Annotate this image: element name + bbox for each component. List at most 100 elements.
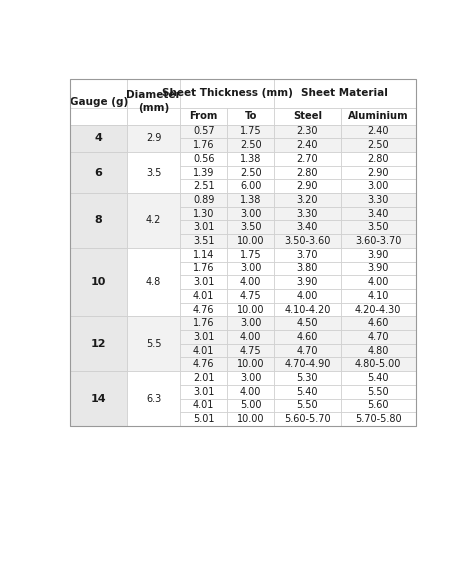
Text: 1.30: 1.30 xyxy=(193,209,214,219)
Text: Sheet Thickness (mm): Sheet Thickness (mm) xyxy=(162,89,292,98)
Bar xyxy=(70,193,127,248)
Text: 3.90: 3.90 xyxy=(297,277,318,287)
Bar xyxy=(274,193,341,207)
Bar xyxy=(341,275,416,289)
Bar xyxy=(341,316,416,330)
Bar xyxy=(341,303,416,316)
Bar xyxy=(341,166,416,179)
Text: 5.60: 5.60 xyxy=(367,400,389,411)
Bar xyxy=(341,221,416,234)
Bar xyxy=(274,262,341,275)
Bar xyxy=(227,385,274,399)
Bar xyxy=(180,125,227,138)
Bar xyxy=(274,371,341,385)
Text: 3.80: 3.80 xyxy=(297,263,318,274)
Bar xyxy=(274,166,341,179)
Bar xyxy=(274,358,341,371)
Bar xyxy=(341,152,416,166)
Bar xyxy=(180,412,227,426)
Bar xyxy=(274,316,341,330)
Bar xyxy=(227,166,274,179)
Text: 1.76: 1.76 xyxy=(193,140,214,150)
Bar xyxy=(180,221,227,234)
Text: 0.89: 0.89 xyxy=(193,195,214,205)
Bar xyxy=(274,234,341,248)
Text: 5.50: 5.50 xyxy=(367,387,389,396)
Bar xyxy=(274,385,341,399)
Text: 4: 4 xyxy=(95,133,102,143)
Bar xyxy=(227,399,274,412)
Bar xyxy=(127,125,180,152)
Bar xyxy=(127,193,180,248)
Bar xyxy=(274,207,341,221)
Bar xyxy=(70,371,127,426)
Text: Aluminium: Aluminium xyxy=(348,111,409,121)
Text: 3.00: 3.00 xyxy=(367,181,389,191)
Bar xyxy=(341,207,416,221)
Bar xyxy=(127,248,180,316)
Bar xyxy=(70,248,127,316)
Text: 0.56: 0.56 xyxy=(193,154,214,164)
Bar xyxy=(227,412,274,426)
Text: 3.01: 3.01 xyxy=(193,332,214,342)
Text: 0.57: 0.57 xyxy=(193,126,215,136)
Text: 3.90: 3.90 xyxy=(367,250,389,259)
Bar xyxy=(227,303,274,316)
Bar xyxy=(227,179,274,193)
Text: 4.10: 4.10 xyxy=(367,291,389,301)
Bar xyxy=(227,289,274,303)
Bar xyxy=(274,399,341,412)
Text: 4.00: 4.00 xyxy=(367,277,389,287)
Text: Diameter
(mm): Diameter (mm) xyxy=(127,90,181,113)
Bar xyxy=(70,108,127,125)
Bar xyxy=(341,358,416,371)
Bar xyxy=(227,138,274,152)
Bar xyxy=(227,275,274,289)
Bar xyxy=(341,412,416,426)
Text: 2.9: 2.9 xyxy=(146,133,161,143)
Text: 3.60-3.70: 3.60-3.70 xyxy=(355,236,401,246)
Bar xyxy=(227,262,274,275)
Text: 4.76: 4.76 xyxy=(193,305,214,315)
Bar xyxy=(227,234,274,248)
Text: 3.00: 3.00 xyxy=(240,318,261,328)
Text: 4.50: 4.50 xyxy=(297,318,318,328)
Bar xyxy=(180,166,227,179)
Text: 2.80: 2.80 xyxy=(297,168,318,178)
Bar xyxy=(274,152,341,166)
Text: 1.39: 1.39 xyxy=(193,168,214,178)
Bar xyxy=(180,108,227,125)
Text: 2.50: 2.50 xyxy=(240,168,261,178)
Bar xyxy=(127,316,180,371)
Text: 3.50: 3.50 xyxy=(240,222,261,232)
Text: 4.70-4.90: 4.70-4.90 xyxy=(284,359,330,369)
Text: 5.30: 5.30 xyxy=(297,373,318,383)
Bar xyxy=(341,108,416,125)
Text: 4.75: 4.75 xyxy=(240,346,261,356)
Text: 14: 14 xyxy=(91,394,107,404)
Bar xyxy=(341,344,416,358)
Bar xyxy=(180,358,227,371)
Text: 6.3: 6.3 xyxy=(146,394,161,404)
Bar xyxy=(274,412,341,426)
Text: 3.30: 3.30 xyxy=(367,195,389,205)
Text: 4.00: 4.00 xyxy=(240,277,261,287)
Text: 8: 8 xyxy=(95,215,102,226)
Text: 3.00: 3.00 xyxy=(240,373,261,383)
Bar xyxy=(227,316,274,330)
Bar xyxy=(227,193,274,207)
Bar xyxy=(127,108,180,125)
Bar xyxy=(227,221,274,234)
Text: 2.01: 2.01 xyxy=(193,373,214,383)
Bar xyxy=(180,138,227,152)
Bar xyxy=(180,234,227,248)
Text: 2.51: 2.51 xyxy=(193,181,215,191)
Text: 2.70: 2.70 xyxy=(297,154,318,164)
Text: 3.70: 3.70 xyxy=(297,250,318,259)
Text: 3.50: 3.50 xyxy=(367,222,389,232)
Text: 5.40: 5.40 xyxy=(297,387,318,396)
Bar xyxy=(341,330,416,344)
Bar xyxy=(180,303,227,316)
Text: From: From xyxy=(190,111,218,121)
Text: 1.38: 1.38 xyxy=(240,154,261,164)
